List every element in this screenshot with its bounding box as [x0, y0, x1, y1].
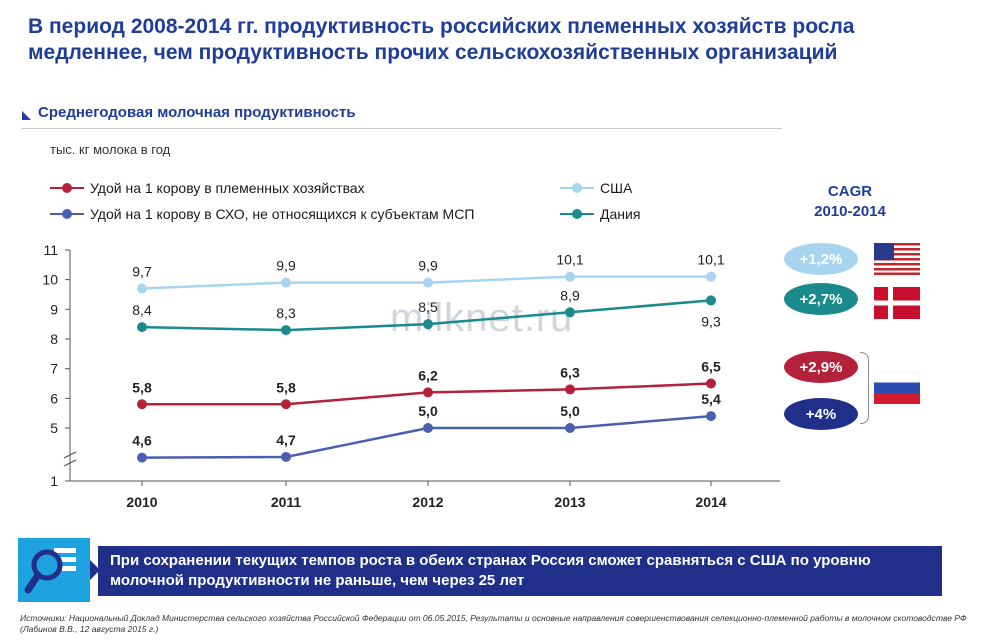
- y-tick-label: 7: [50, 361, 58, 377]
- legend-swatch-breeding: [50, 181, 84, 195]
- data-label-denmark: 8,4: [132, 302, 152, 318]
- cagr-badge-russia-sho: +4%: [784, 398, 858, 430]
- russia-flag-icon: [874, 372, 920, 404]
- data-label-denmark: 8,9: [560, 287, 580, 303]
- banner-arrow: [90, 560, 100, 580]
- cagr-title: CAGR 2010-2014: [800, 182, 900, 222]
- data-point-breeding: [565, 384, 575, 395]
- chart-data-labels: 5,8 5,8 6,2 6,3 6,5 4,6 4,7 5,0 5,0 5,4 9,7 9,9 9,9 1…: [132, 252, 725, 449]
- data-label-other-sho: 5,4: [701, 391, 721, 407]
- legend-swatch-other-sho: [50, 207, 84, 221]
- data-point-other-sho: [423, 423, 433, 433]
- data-label-breeding: 5,8: [132, 379, 152, 395]
- y-tick-label: 9: [50, 301, 58, 317]
- data-point-denmark: [565, 307, 575, 318]
- russia-bracket: [860, 352, 869, 424]
- series-line-other-sho: [141, 414, 712, 459]
- y-tick-label: 10: [42, 272, 58, 288]
- legend-item-other-sho: Удой на 1 корову в СХО, не относящихся к…: [50, 206, 474, 222]
- legend-swatch-denmark: [560, 207, 594, 221]
- data-label-denmark: 8,3: [276, 305, 296, 321]
- data-point-breeding: [281, 399, 291, 410]
- cagr-badge-usa: +1,2%: [784, 243, 858, 275]
- y-tick-label: 6: [50, 390, 58, 406]
- legend-item-usa: США: [560, 180, 632, 196]
- cagr-title-line1: CAGR: [827, 183, 873, 200]
- source-note: Источники: Национальный Доклад Министерс…: [20, 613, 967, 634]
- data-label-breeding: 6,5: [701, 358, 721, 374]
- data-point-other-sho: [565, 423, 575, 433]
- axis-break-mark: [63, 459, 77, 467]
- magnifier-icon: [24, 548, 76, 594]
- data-point-denmark: [137, 322, 147, 333]
- x-tick-label: 2012: [412, 494, 443, 510]
- data-label-breeding: 6,3: [560, 364, 580, 380]
- data-label-denmark: 8,5: [418, 299, 438, 315]
- y-tick-label: 11: [43, 242, 58, 258]
- legend-item-breeding: Удой на 1 корову в племенных хозяйствах: [50, 180, 365, 196]
- data-label-breeding: 5,8: [276, 379, 296, 395]
- data-label-usa: 10,1: [697, 252, 724, 268]
- data-label-usa: 9,9: [418, 258, 438, 274]
- legend-swatch-usa: [560, 181, 594, 195]
- data-point-usa: [423, 277, 433, 288]
- banner-icon-box: [18, 538, 90, 602]
- x-tick-label: 2013: [554, 494, 585, 510]
- x-tick-label: 2011: [271, 494, 302, 510]
- data-point-other-sho: [281, 451, 291, 462]
- chart-axes: 1 5 6 7 8 9 10 11 2010 2011 2012 2013 2014: [42, 242, 780, 510]
- subtitle-divider: [22, 128, 782, 129]
- watermark: milknet.ru: [390, 296, 574, 340]
- y-tick-label: 5: [50, 420, 58, 436]
- data-point-denmark: [706, 295, 716, 306]
- axis-break-mark: [63, 451, 77, 459]
- y-tick-label: 8: [50, 331, 58, 347]
- usa-flag-icon: [874, 243, 920, 275]
- cagr-title-line2: 2010-2014: [814, 203, 886, 220]
- legend-label-denmark: Дания: [600, 206, 641, 222]
- data-point-breeding: [423, 387, 433, 398]
- conclusion-banner: При сохранении текущих темпов роста в об…: [18, 538, 942, 602]
- y-tick-label: 1: [50, 473, 58, 489]
- data-label-usa: 10,1: [556, 252, 583, 268]
- chart-subtitle: Среднегодовая молочная продуктивность: [38, 104, 356, 121]
- legend-label-other-sho: Удой на 1 корову в СХО, не относящихся к…: [90, 206, 475, 222]
- data-label-breeding: 6,2: [418, 367, 438, 383]
- data-point-usa: [281, 277, 291, 288]
- y-axis-unit-label: тыс. кг молока в год: [50, 142, 171, 157]
- x-tick-label: 2014: [695, 494, 726, 510]
- data-label-usa: 9,9: [276, 258, 296, 274]
- subtitle-marker: [22, 111, 31, 120]
- legend-label-usa: США: [600, 180, 633, 196]
- legend-item-denmark: Дания: [560, 206, 640, 222]
- banner-text: При сохранении текущих темпов роста в об…: [98, 546, 942, 596]
- data-point-other-sho: [137, 452, 147, 463]
- data-point-denmark: [423, 319, 433, 330]
- data-label-other-sho: 4,6: [132, 433, 152, 449]
- data-point-other-sho: [706, 411, 716, 422]
- data-label-other-sho: 4,7: [276, 432, 296, 448]
- legend-label-breeding: Удой на 1 корову в племенных хозяйствах: [90, 180, 365, 196]
- data-point-usa: [565, 271, 575, 282]
- cagr-badge-denmark: +2,7%: [784, 283, 858, 315]
- data-point-breeding: [137, 399, 147, 410]
- chart-lines: [137, 271, 716, 463]
- denmark-flag-icon: [874, 287, 920, 319]
- data-label-other-sho: 5,0: [560, 403, 580, 419]
- data-point-usa: [137, 283, 147, 294]
- x-tick-label: 2010: [126, 494, 157, 510]
- data-label-other-sho: 5,0: [418, 403, 438, 419]
- page-title: В период 2008-2014 гг. продуктивность ро…: [28, 15, 855, 64]
- data-label-usa: 9,7: [132, 264, 152, 280]
- data-point-denmark: [281, 325, 291, 336]
- cagr-badge-russia-breeding: +2,9%: [784, 351, 858, 383]
- data-point-usa: [706, 271, 716, 282]
- data-point-breeding: [706, 378, 716, 389]
- data-label-denmark: 9,3: [701, 313, 721, 329]
